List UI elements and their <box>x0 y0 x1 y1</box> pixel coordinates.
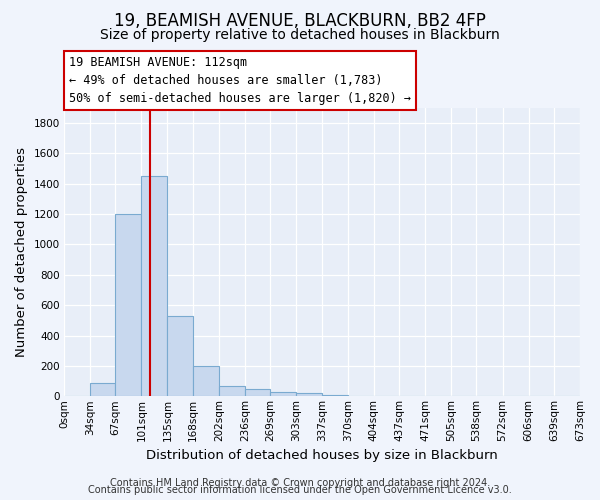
Bar <box>245 388 270 396</box>
Bar <box>90 382 115 396</box>
Bar <box>219 386 245 396</box>
Bar <box>270 392 296 396</box>
Bar <box>167 316 193 396</box>
Bar <box>296 393 322 396</box>
Text: 19, BEAMISH AVENUE, BLACKBURN, BB2 4FP: 19, BEAMISH AVENUE, BLACKBURN, BB2 4FP <box>114 12 486 30</box>
X-axis label: Distribution of detached houses by size in Blackburn: Distribution of detached houses by size … <box>146 450 498 462</box>
Text: Contains public sector information licensed under the Open Government Licence v3: Contains public sector information licen… <box>88 485 512 495</box>
Text: Size of property relative to detached houses in Blackburn: Size of property relative to detached ho… <box>100 28 500 42</box>
Bar <box>193 366 219 396</box>
Text: 19 BEAMISH AVENUE: 112sqm
← 49% of detached houses are smaller (1,783)
50% of se: 19 BEAMISH AVENUE: 112sqm ← 49% of detac… <box>69 56 411 105</box>
Bar <box>142 176 167 396</box>
Text: Contains HM Land Registry data © Crown copyright and database right 2024.: Contains HM Land Registry data © Crown c… <box>110 478 490 488</box>
Bar <box>115 214 142 396</box>
Y-axis label: Number of detached properties: Number of detached properties <box>15 147 28 357</box>
Bar <box>322 394 347 396</box>
